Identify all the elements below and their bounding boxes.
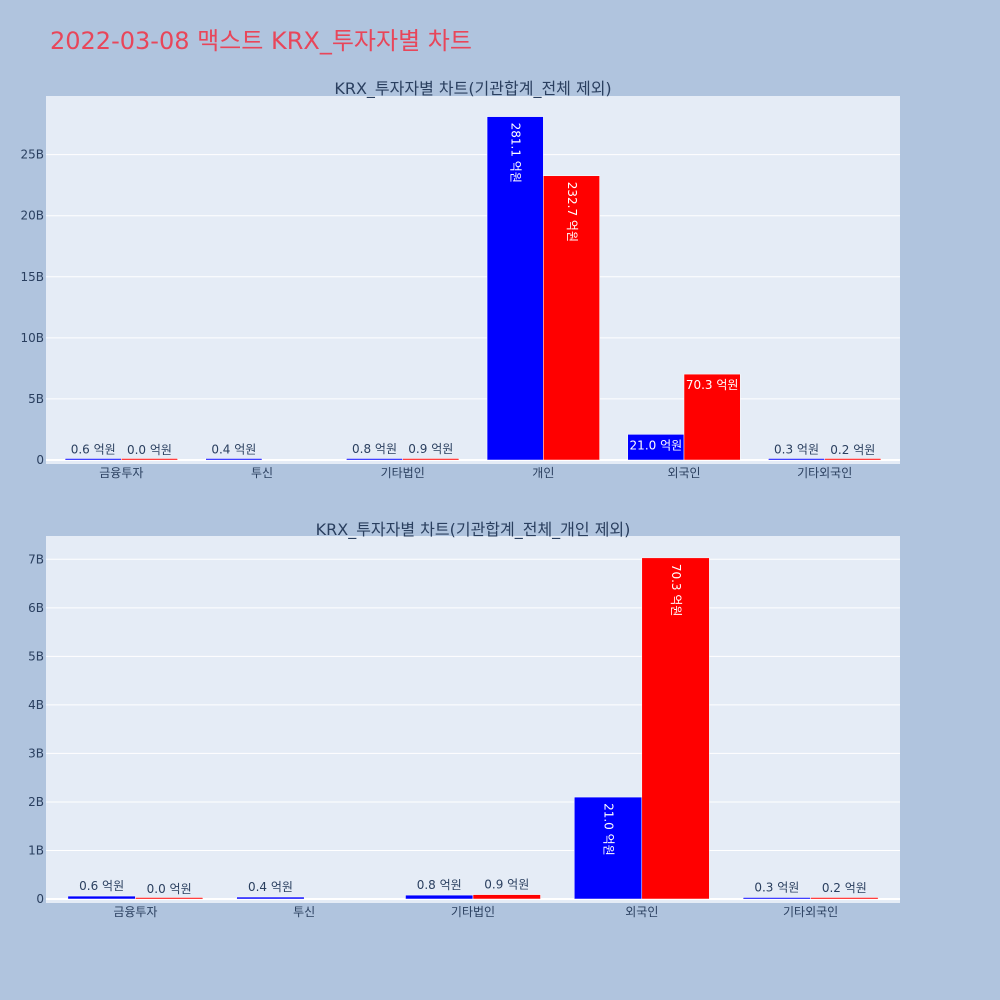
bar-label: 0.3 억원 [754,881,799,895]
x-tick-label: 개인 [532,466,554,480]
x-tick-label: 기타외국인 [783,905,838,919]
x-tick-label: 기타법인 [451,905,495,919]
y-tick-label: 15B [20,270,44,284]
bar-label: 0.8 억원 [417,878,462,892]
bar [402,458,460,461]
y-tick-label: 1B [28,843,44,857]
bar-label: 0.6 억원 [79,879,124,893]
bar-label: 0.0 억원 [127,443,172,457]
bar-label: 0.2 억원 [822,881,867,895]
chart-title: KRX_투자자별 차트(기관합계_전체_개인 제외) [316,520,631,540]
plot-area [46,536,900,903]
bar-label: 0.9 억원 [484,878,529,892]
page-title: 2022-03-08 맥스트 KRX_투자자별 차트 [50,27,472,55]
chart-title: KRX_투자자별 차트(기관합계_전체 제외) [334,79,611,99]
y-tick-label: 7B [28,552,44,566]
bar-label: 0.2 억원 [830,443,875,457]
bar [405,894,474,900]
y-tick-label: 0 [36,453,44,467]
bar-label: 21.0 억원 [602,803,616,856]
x-tick-label: 기타법인 [381,466,425,480]
bar-label: 70.3 억원 [669,564,683,617]
bar [543,175,600,461]
bar [641,557,710,900]
x-tick-label: 외국인 [625,905,658,919]
bar [67,895,136,900]
bar [486,116,544,461]
plot-area [46,96,900,464]
y-tick-label: 10B [20,331,44,345]
y-tick-label: 6B [28,601,44,615]
bar [768,458,825,461]
bar-label: 281.1 억원 [509,123,523,183]
y-tick-label: 5B [28,649,44,663]
y-tick-label: 4B [28,698,44,712]
bar-label: 70.3 억원 [686,378,739,392]
y-tick-label: 3B [28,746,44,760]
x-tick-label: 외국인 [667,466,700,480]
chart-top: 0 5B 10B 15B 20B 25B KRX_투자자별 차트(기관합계_전체 제외) 금융… [20,79,900,480]
bar-label: 0.3 억원 [774,443,819,457]
bar [236,896,305,900]
x-tick-label: 투신 [293,905,315,919]
bar-label: 0.4 억원 [248,880,293,894]
y-tick-label: 5B [28,392,44,406]
bar-label: 0.9 억원 [408,442,453,456]
x-tick-label: 금융투자 [99,466,143,480]
y-tick-label: 20B [20,209,44,223]
y-tick-label: 0 [36,892,44,906]
bar-label: 232.7 억원 [565,182,579,242]
bar [574,796,643,900]
chart-bottom: 0 1B 2B 3B 4B 5B 6B 7B KRX_투자자별 차트(기관합계_전체_개인 제외… [28,520,900,919]
y-tick-label: 2B [28,795,44,809]
bar [205,458,263,461]
bar [121,458,178,461]
x-tick-label: 투신 [251,466,273,480]
bar [742,897,811,900]
bar [824,458,882,461]
bar-label: 0.8 억원 [352,442,397,456]
x-tick-label: 금융투자 [113,905,157,919]
bar [810,897,879,900]
bar [346,458,403,461]
bar-label: 0.0 억원 [147,882,192,896]
bar-label: 21.0 억원 [630,438,683,452]
bar-label: 0.6 억원 [71,442,116,456]
bar [64,458,122,461]
y-tick-label: 25B [20,148,44,162]
bar-label: 0.4 억원 [211,443,256,457]
x-tick-label: 기타외국인 [797,466,852,480]
bar [472,894,541,900]
bar [683,373,741,461]
bar [135,897,204,900]
